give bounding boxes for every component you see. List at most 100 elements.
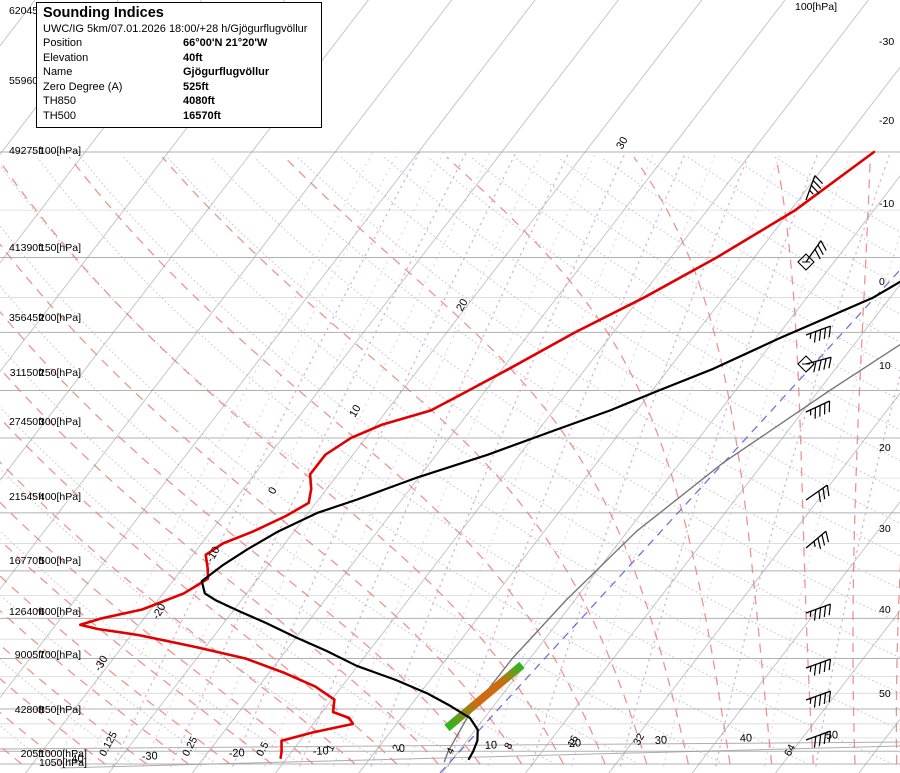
barb-feather [818,607,822,619]
dry-adiabat [383,156,900,493]
gridline [691,501,900,773]
mixing-ratio-line [170,151,467,767]
wind-barb [805,400,831,419]
barb-shaft [805,356,832,365]
mixing-ratio-label: 64 [782,742,798,758]
sounding-indices-panel: Sounding Indices UWC/IG 5km/07.01.2026 1… [36,2,322,128]
dry-adiabat [0,530,302,765]
barb-feather [817,244,824,256]
barb-feather [823,732,827,745]
barb-feather [821,534,826,546]
barb-feather [818,329,822,341]
temperature-curve[interactable] [200,152,900,761]
isotherm-label: 0 [266,485,279,496]
temp-path[interactable] [200,152,900,761]
right-temperature-label: -20 [879,115,895,127]
temperature-axis-label: 10 [485,739,498,752]
parcel-path[interactable] [443,302,900,763]
right-temperature-label: 10 [879,360,891,372]
isobar-gridlines [0,151,900,769]
barb-shaft [805,240,822,263]
mixing-ratio-line [370,151,627,767]
dry-adiabat [0,224,725,765]
altitude-label: 49275ft [8,145,44,157]
barb-feather [820,240,827,251]
mixing-ratio-label: 8 [502,740,515,751]
barb-feather [826,484,830,497]
barb-feather [818,359,822,372]
wind-barb-column [797,175,832,748]
wind-barb [797,355,832,373]
gridline [441,175,900,773]
panel-row-key: Name [43,66,73,78]
pressure-label: 850[hPa] [39,704,82,716]
barb-feather [823,358,827,370]
barb-feather [813,696,817,708]
mixing-ratio-line [142,151,445,767]
moist-adiabat [0,417,398,765]
panel-row-key: Zero Degree (A) [43,80,123,93]
right-temperature-label: 40 [879,604,891,616]
barb-feather [817,537,822,549]
moist-adiabat [0,539,273,765]
altitude-label: 16770ft [8,555,44,567]
moist-adiabat [633,156,773,765]
moist-adiabat [0,575,231,765]
dry-adiabat [514,156,900,401]
moist-adiabat [0,160,564,765]
temperature-axis-label: 30 [655,734,668,747]
gridline [191,0,786,773]
dry-adiabat [210,156,900,624]
dewpoint-curve[interactable] [79,150,876,759]
panel-row-value: 66°00'N 21°20'W [183,37,268,49]
temperature-axis-label: -20 [229,747,246,760]
wind-barb [805,325,832,343]
pressure-label: 500[hPa] [39,555,82,567]
barb-feather [810,184,820,194]
barb-level-diamond [797,355,815,373]
wind-barb [797,240,827,271]
barb-feather [828,659,832,671]
right-temperature-label: 0 [879,276,885,288]
moist-adiabat [446,156,731,765]
wind-barb [805,730,832,748]
altitude-label: 21545ft [8,491,44,503]
dry-adiabat [470,156,900,431]
right-temperature-label: -10 [879,198,895,210]
barb-feather [823,327,827,340]
parcel-buoyancy-bar [444,661,525,732]
altitude-label: 62045ft [8,5,44,17]
mixing-ratio-line [447,151,687,767]
moist-adiabat [284,156,689,765]
panel-row: Elevation 40ft [43,51,317,66]
gridline [358,67,900,773]
moist-adiabat [0,677,106,765]
dry-adiabat [0,285,640,765]
panel-title: Sounding Indices [43,5,164,21]
mixing-ratio-line [264,151,542,767]
dry-adiabat [340,156,900,524]
mixing-ratio-line [85,151,399,767]
mixing-ratio-label: 4 [444,745,457,756]
gridline [0,0,36,46]
dry-adiabat [427,156,900,462]
mixing-ratio-line [333,151,597,767]
panel-row-value: 16570ft [183,109,221,122]
wind-barb [805,484,830,503]
altitude-label: 41390ft [8,242,44,254]
wind-barb [805,658,832,676]
panel-row-value: 525ft [183,80,209,93]
barb-shaft [805,658,831,669]
panel-row-key: Position [43,37,83,49]
panel-row: TH850 4080ft [43,94,317,109]
barb-half-feather [809,333,812,339]
dewpoint-path[interactable] [79,150,876,759]
mixing-ratio-line [487,151,717,767]
temperature-axis-label: -10 [313,745,330,758]
barb-feather [813,736,817,748]
temperature-axis-label: -40 [68,753,85,766]
right-temperature-label: 20 [879,442,891,454]
barb-feather [818,694,822,706]
altitude-label: 12640ft [8,606,44,618]
